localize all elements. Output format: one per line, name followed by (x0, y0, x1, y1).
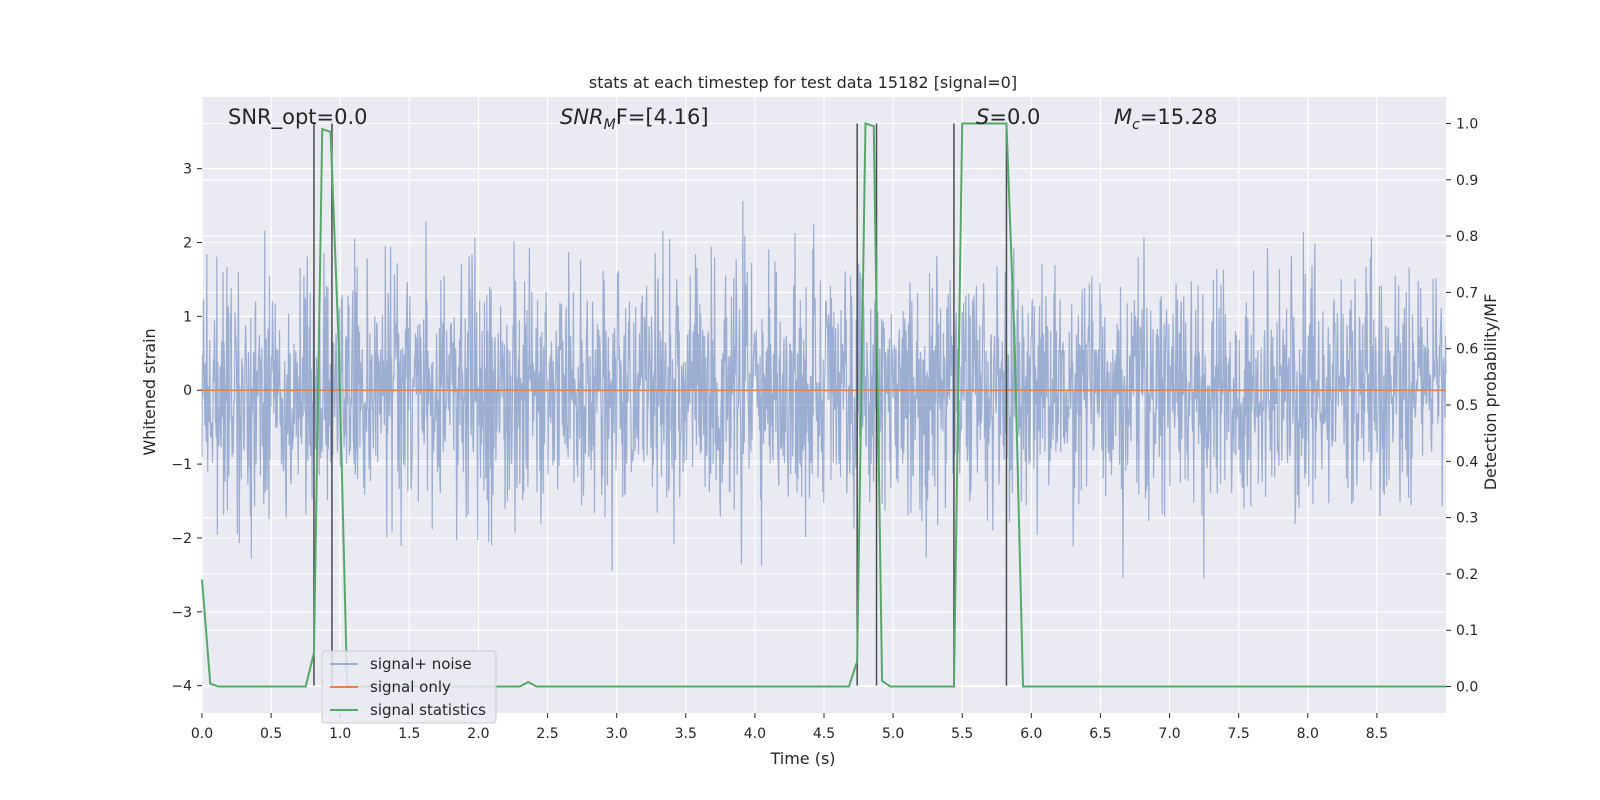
x-tick-label: 0.5 (260, 726, 282, 742)
annotation-snr-mf: SNRMF=[4.16] (560, 105, 709, 133)
legend-box (321, 650, 497, 724)
x-axis-label: Time (s) (769, 749, 835, 768)
legend-label-signal-only: signal only (370, 678, 451, 696)
x-tick-label: 5.5 (951, 726, 973, 742)
y-right-tick-label: 0.0 (1456, 680, 1478, 696)
x-tick-label: 2.5 (536, 726, 558, 742)
x-tick-label: 5.0 (882, 726, 904, 742)
y-left-tick-label: −2 (171, 531, 192, 547)
y-right-tick-label: 0.5 (1456, 398, 1478, 414)
x-tick-labels: 0.0 0.5 1.0 1.5 2.0 2.5 3.0 3.5 4.0 4.5 5.0 5.5 6.0 6… (191, 713, 1388, 742)
s-prefix: S (976, 105, 989, 129)
vertical-markers (313, 123, 1008, 686)
y-right-tick-label: 0.6 (1456, 342, 1478, 358)
x-tick-label: 4.5 (813, 726, 835, 742)
y-left-tick-label: 1 (183, 309, 192, 325)
x-tick-label: 3.0 (606, 726, 628, 742)
legend-label-signal-statistics: signal statistics (370, 701, 486, 719)
y-right-tick-labels: 0.0 0.1 0.2 0.3 0.4 0.5 0.6 0.7 0.8 0.9 1.0 (1446, 116, 1478, 696)
y-left-tick-label: 3 (183, 162, 192, 178)
x-tick-label: 1.5 (398, 726, 420, 742)
signal-statistics-series (201, 122, 1446, 688)
x-tick-label: 1.0 (329, 726, 351, 742)
x-tick-label: 6.0 (1020, 726, 1042, 742)
y-right-tick-label: 0.2 (1456, 567, 1478, 583)
annotation-snr-opt: SNR_opt=0.0 (228, 105, 368, 130)
y-left-axis-label: Whitened strain (140, 328, 159, 455)
annotation-mc: Mc=15.28 (1114, 105, 1218, 133)
mc-sub: c (1132, 117, 1140, 133)
y-left-tick-label: −1 (171, 457, 192, 473)
x-tick-label: 7.0 (1158, 726, 1180, 742)
x-tick-label: 4.0 (744, 726, 766, 742)
y-left-tick-label: 2 (183, 236, 192, 252)
y-right-tick-label: 0.8 (1456, 229, 1478, 245)
y-left-tick-label: −3 (171, 605, 192, 621)
y-right-tick-label: 1.0 (1456, 116, 1478, 132)
y-right-tick-label: 0.1 (1456, 623, 1478, 639)
y-right-tick-label: 0.3 (1456, 511, 1478, 527)
mc-suffix: =15.28 (1140, 105, 1218, 129)
annotation-s: S=0.0 (976, 105, 1040, 129)
noise-trace (201, 201, 1447, 579)
x-tick-label: 3.5 (675, 726, 697, 742)
snr-mf-suffix: F=[4.16] (616, 105, 709, 129)
x-tick-label: 7.5 (1228, 726, 1250, 742)
x-tick-label: 0.0 (191, 726, 213, 742)
legend-label-signal-noise: signal+ noise (370, 655, 472, 673)
y-left-tick-label: 0 (183, 383, 192, 399)
x-tick-label: 8.0 (1297, 726, 1319, 742)
chart-title: stats at each timestep for test data 151… (589, 73, 1017, 92)
y-right-tick-label: 0.4 (1456, 454, 1478, 470)
legend: signal+ noise signal only signal statist… (321, 650, 497, 724)
noise-series (201, 201, 1447, 579)
s-suffix: =0.0 (989, 105, 1040, 129)
x-tick-label: 8.5 (1366, 726, 1388, 742)
y-left-tick-labels: −4 −3 −2 −1 0 1 2 3 (171, 162, 202, 695)
snr-mf-prefix: SNR (560, 105, 604, 129)
x-tick-label: 2.0 (467, 726, 489, 742)
signal-statistics-line (201, 122, 1446, 688)
snr-mf-sub: M (604, 117, 616, 133)
mc-prefix: M (1114, 105, 1132, 129)
x-tick-label: 6.5 (1089, 726, 1111, 742)
y-right-axis-label: Detection probability/MF (1481, 294, 1500, 491)
y-left-tick-label: −4 (171, 679, 192, 695)
y-right-tick-label: 0.9 (1456, 173, 1478, 189)
y-right-tick-label: 0.7 (1456, 285, 1478, 301)
